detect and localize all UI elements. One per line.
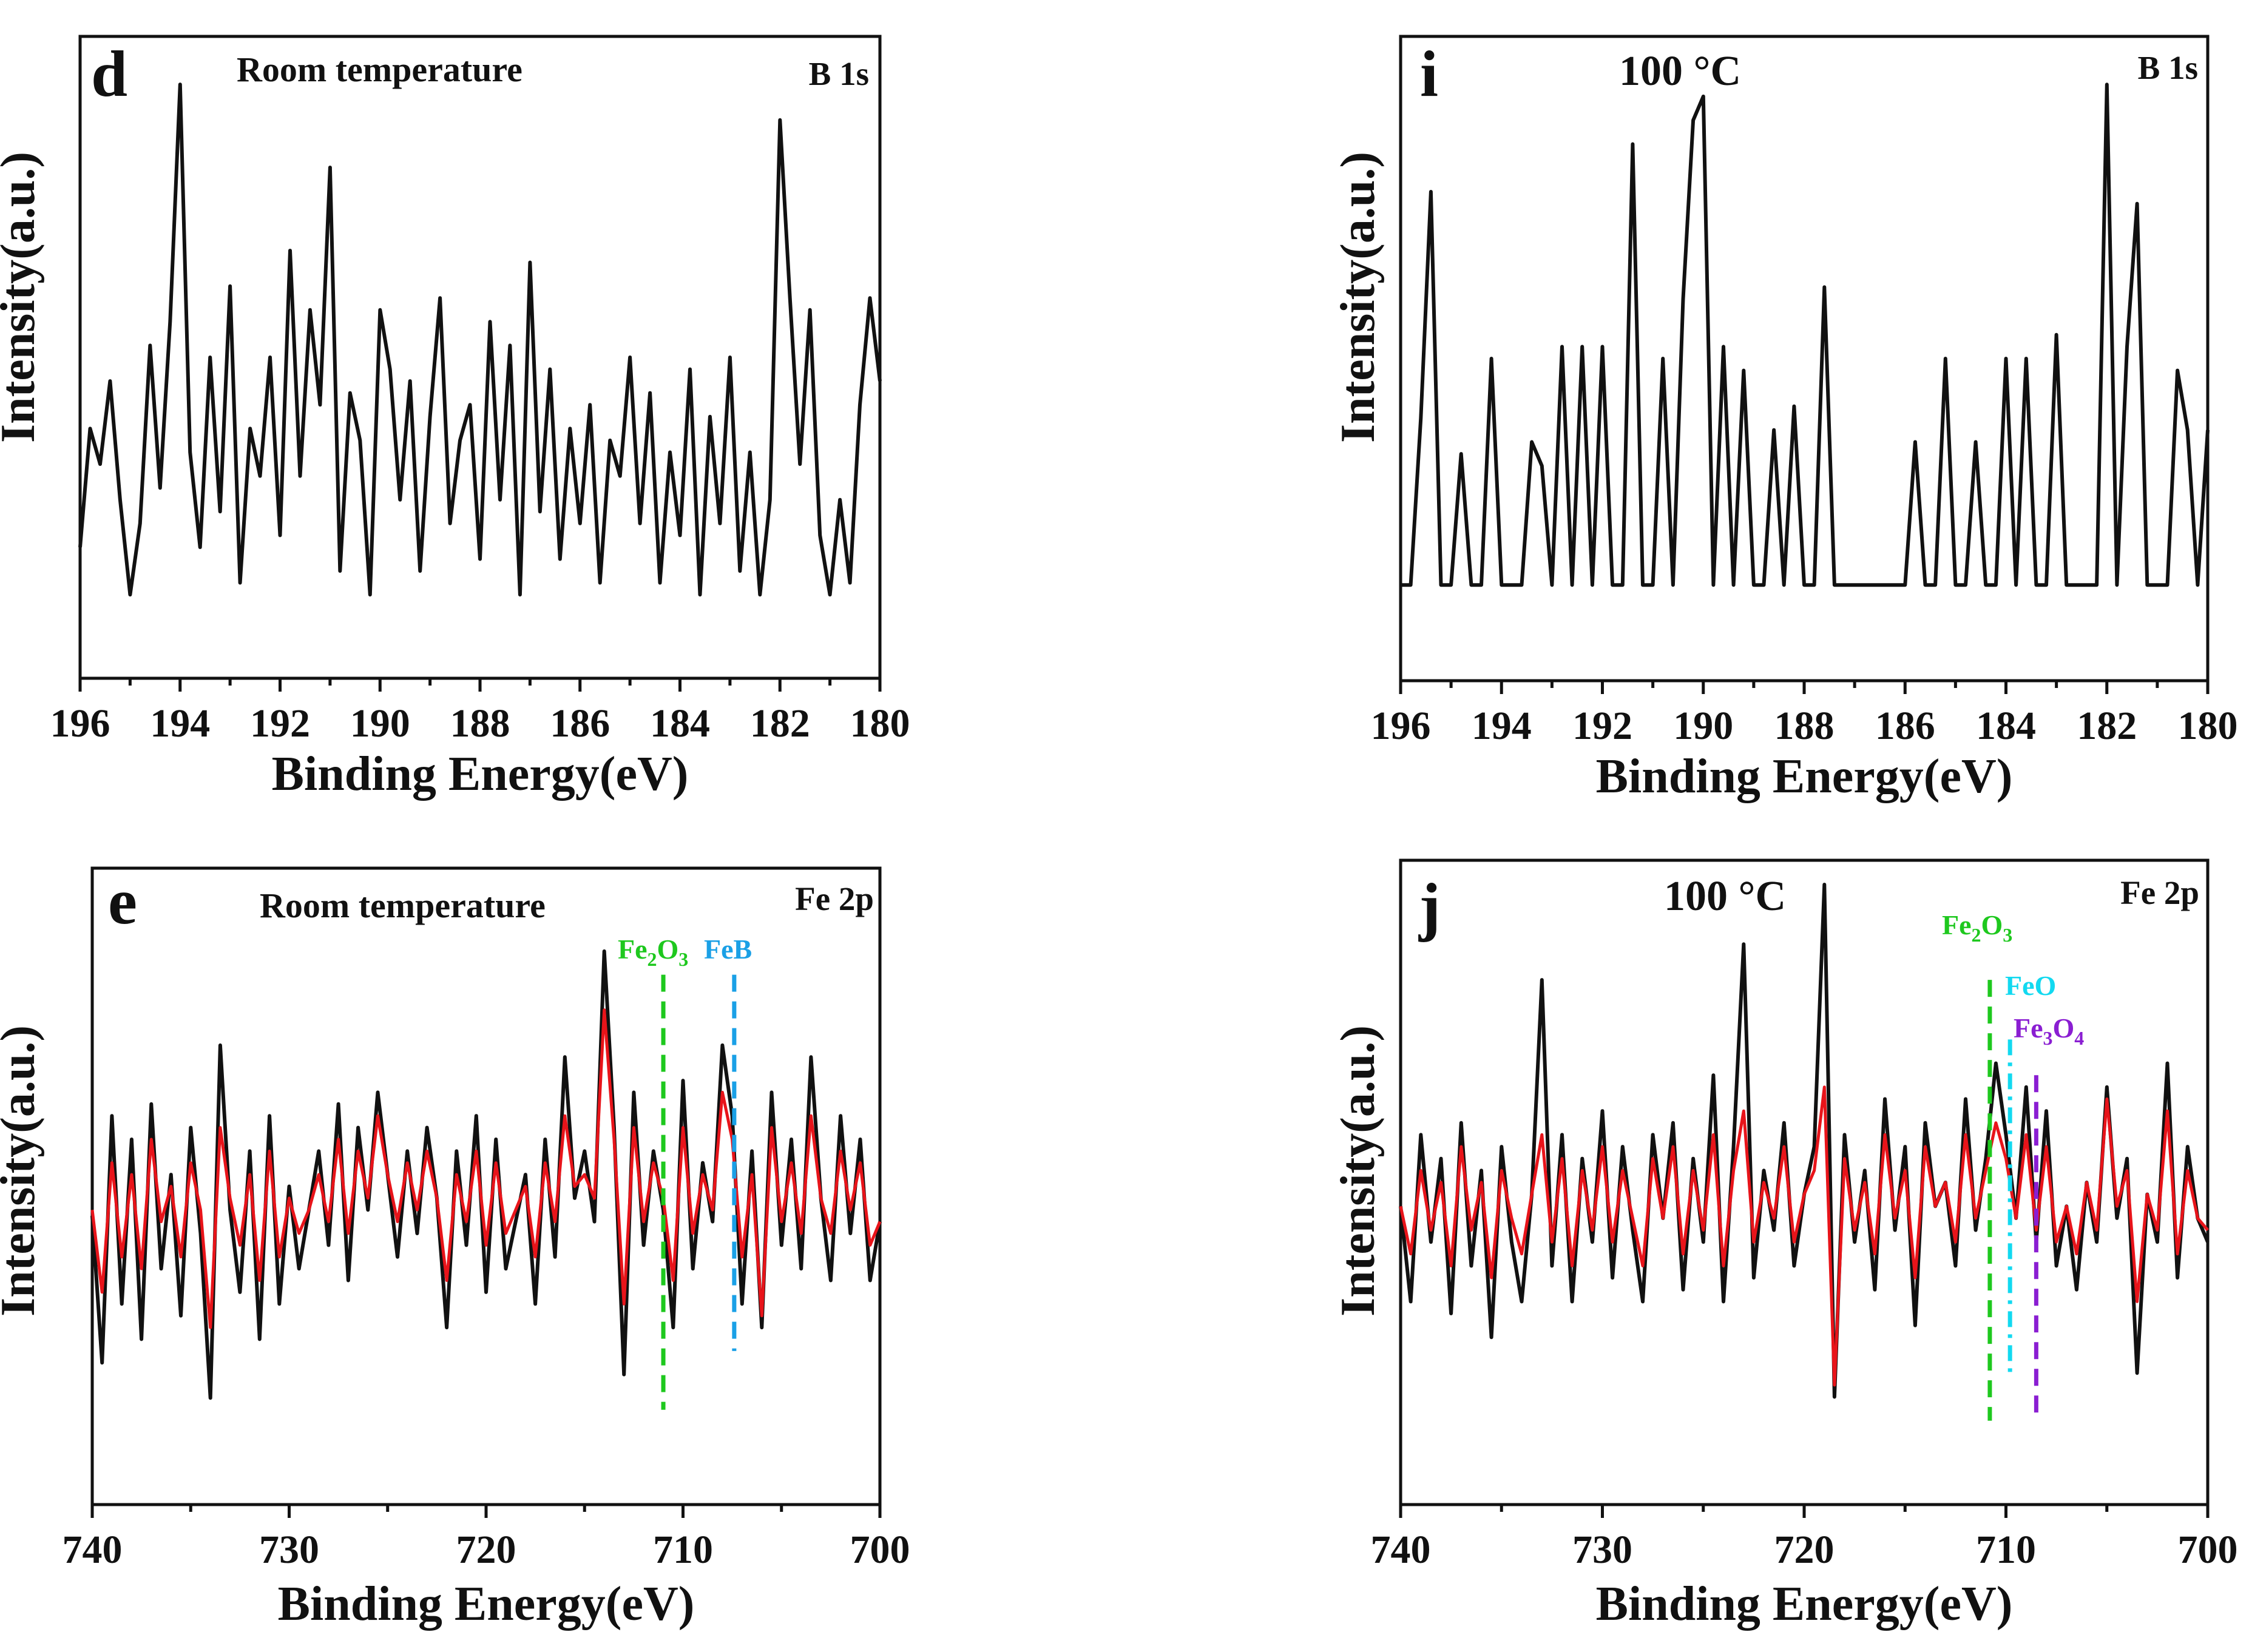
panel-j-x-axis: 740 730 720 710 700 — [1371, 1505, 2238, 1572]
x-tick-label: 192 — [1572, 704, 1632, 748]
panel-e-element-label: Fe 2p — [795, 880, 874, 917]
reference-label-fe3o4: Fe3O4 — [2014, 1013, 2084, 1049]
x-tick-label: 190 — [350, 701, 410, 746]
panel-e: Intensity(a.u.) 740 730 720 710 700 e Room t… — [0, 866, 910, 1631]
spectrum-line-red — [1399, 1085, 2209, 1387]
panel-j-letter: j — [1418, 871, 1441, 943]
panel-j-ylabel: Intensity(a.u.) — [1331, 1025, 1385, 1317]
panel-d-title: Room temperature — [237, 50, 523, 89]
panel-d: Intensity(a.u.) 196 194 192 190 188 186 184 182… — [0, 35, 910, 801]
x-tick-label: 188 — [450, 701, 510, 746]
panel-d-ylabel: Intensity(a.u.) — [0, 152, 45, 443]
x-tick-label: 186 — [550, 701, 610, 746]
spectrum-line-red — [90, 1008, 882, 1329]
x-tick-label: 180 — [2178, 704, 2238, 748]
x-tick-label: 730 — [1572, 1528, 1632, 1572]
x-tick-label: 740 — [1371, 1528, 1431, 1572]
panel-d-letter: d — [91, 38, 127, 110]
x-tick-label: 196 — [50, 701, 110, 746]
panel-d-xlabel: Binding Energy(eV) — [272, 747, 689, 801]
spectrum-line-black — [1401, 83, 2210, 587]
x-tick-label: 720 — [1774, 1528, 1835, 1572]
panel-j-reference-lines: Fe2O3 FeO Fe3O4 — [1942, 909, 2084, 1421]
panel-d-x-axis: 196 194 192 190 188 186 184 182 180 — [50, 678, 910, 746]
x-tick-label: 710 — [653, 1528, 713, 1572]
panel-j: Intensity(a.u.) 740 730 720 710 700 j 100 °C… — [1331, 858, 2238, 1631]
panel-i-plot-area — [1401, 83, 2210, 587]
panel-e-letter: e — [108, 866, 137, 938]
x-tick-label: 186 — [1875, 704, 1935, 748]
x-tick-label: 194 — [1472, 704, 1532, 748]
panel-e-x-axis: 740 730 720 710 700 — [63, 1505, 910, 1572]
x-tick-label: 190 — [1673, 704, 1733, 748]
x-tick-label: 700 — [850, 1528, 910, 1572]
panel-d-element-label: B 1s — [809, 55, 869, 92]
x-tick-label: 180 — [850, 701, 910, 746]
x-tick-label: 192 — [250, 701, 310, 746]
panel-e-frame — [90, 866, 882, 1506]
panel-i-ylabel: Intensity(a.u.) — [1331, 152, 1385, 443]
reference-label-fe2o3: Fe2O3 — [618, 934, 688, 970]
x-tick-label: 184 — [650, 701, 710, 746]
panel-i-title: 100 °C — [1619, 48, 1741, 95]
panel-e-reference-lines: Fe2O3 FeB — [618, 934, 752, 1410]
x-tick-label: 194 — [150, 701, 210, 746]
x-tick-label: 740 — [63, 1528, 123, 1572]
panel-i-element-label: B 1s — [2138, 49, 2198, 86]
panel-i-x-axis: 196 194 192 190 188 186 184 182 180 — [1371, 681, 2238, 748]
panel-e-title: Room temperature — [260, 886, 546, 925]
x-tick-label: 196 — [1371, 704, 1431, 748]
panel-e-ylabel: Intensity(a.u.) — [0, 1025, 45, 1317]
spectrum-line-black — [90, 949, 882, 1400]
reference-label-fe2o3: Fe2O3 — [1942, 909, 2012, 946]
x-tick-label: 710 — [1976, 1528, 2036, 1572]
spectrum-line-black — [78, 83, 882, 597]
panel-j-plot-area — [1399, 883, 2210, 1399]
x-tick-label: 184 — [1976, 704, 2036, 748]
x-tick-label: 730 — [259, 1528, 319, 1572]
panel-j-element-label: Fe 2p — [2120, 874, 2199, 911]
reference-label-feb: FeB — [704, 934, 752, 965]
panel-j-title: 100 °C — [1664, 873, 1786, 920]
panel-i: Intensity(a.u.) 196 194 192 190 188 186 184 182… — [1331, 35, 2238, 803]
x-tick-label: 720 — [456, 1528, 516, 1572]
panel-e-plot-area — [90, 949, 882, 1400]
panel-d-plot-area — [78, 83, 882, 597]
x-tick-label: 700 — [2178, 1528, 2238, 1572]
x-tick-label: 188 — [1774, 704, 1835, 748]
reference-label-feo: FeO — [2005, 970, 2056, 1001]
panel-i-letter: i — [1420, 38, 1438, 110]
panel-e-xlabel: Binding Energy(eV) — [278, 1577, 695, 1631]
x-tick-label: 182 — [750, 701, 810, 746]
panel-j-xlabel: Binding Energy(eV) — [1596, 1577, 2013, 1631]
panel-i-xlabel: Binding Energy(eV) — [1596, 750, 2013, 803]
x-tick-label: 182 — [2077, 704, 2137, 748]
spectrum-line-black — [1399, 883, 2210, 1399]
